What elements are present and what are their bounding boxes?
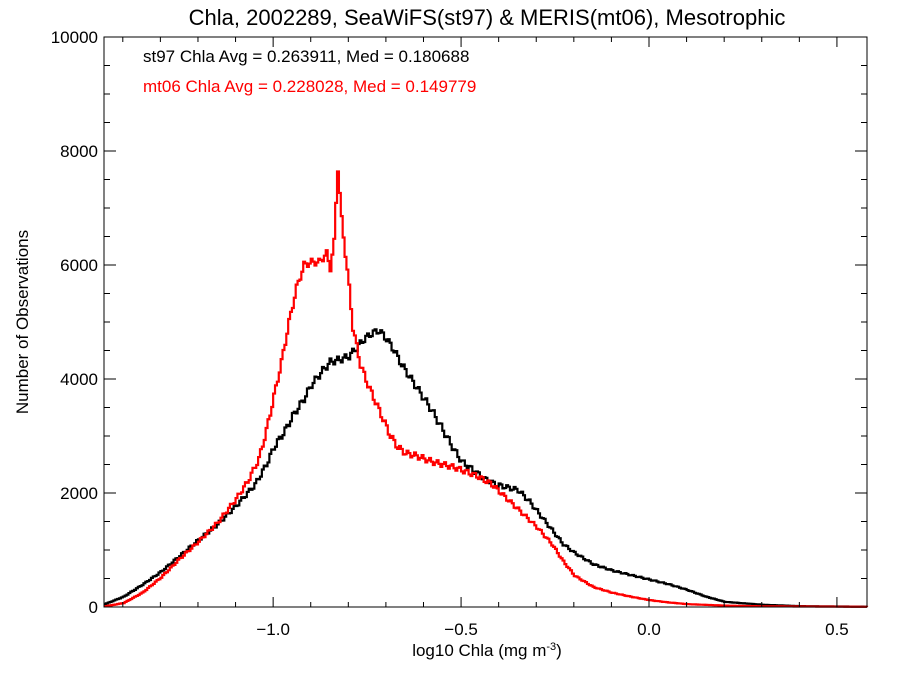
- ticks-layer: −1.0 −0.5 0.0 0.5 0 2000 4000 6000 8000 10000: [51, 28, 867, 639]
- series-layer: [104, 170, 869, 608]
- x-tick-label: 0.0: [637, 620, 661, 639]
- x-tick-label: 0.5: [825, 620, 849, 639]
- y-tick-label: 0: [89, 598, 98, 617]
- x-tick-label: −1.0: [256, 620, 290, 639]
- y-tick-label: 8000: [60, 142, 98, 161]
- y-tick-label: 6000: [60, 256, 98, 275]
- mt06-stats-annotation: mt06 Chla Avg = 0.228028, Med = 0.149779: [143, 77, 476, 96]
- x-axis-label: log10 Chla (mg m-3): [412, 641, 562, 660]
- y-tick-label: 10000: [51, 28, 98, 47]
- y-tick-label: 4000: [60, 370, 98, 389]
- y-axis-label: Number of Observations: [13, 230, 32, 414]
- st97-series-line: [104, 328, 867, 608]
- chart-title: Chla, 2002289, SeaWiFS(st97) & MERIS(mt0…: [189, 5, 786, 30]
- plot-frame: [103, 36, 868, 608]
- st97-stats-annotation: st97 Chla Avg = 0.263911, Med = 0.180688: [143, 47, 469, 66]
- x-tick-label: −0.5: [444, 620, 478, 639]
- y-tick-label: 2000: [60, 484, 98, 503]
- mt06-series-line: [104, 170, 869, 608]
